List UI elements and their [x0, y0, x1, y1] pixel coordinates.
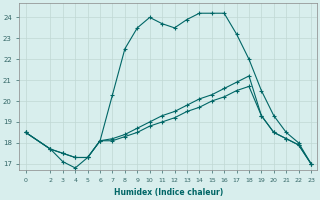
X-axis label: Humidex (Indice chaleur): Humidex (Indice chaleur) — [114, 188, 223, 197]
